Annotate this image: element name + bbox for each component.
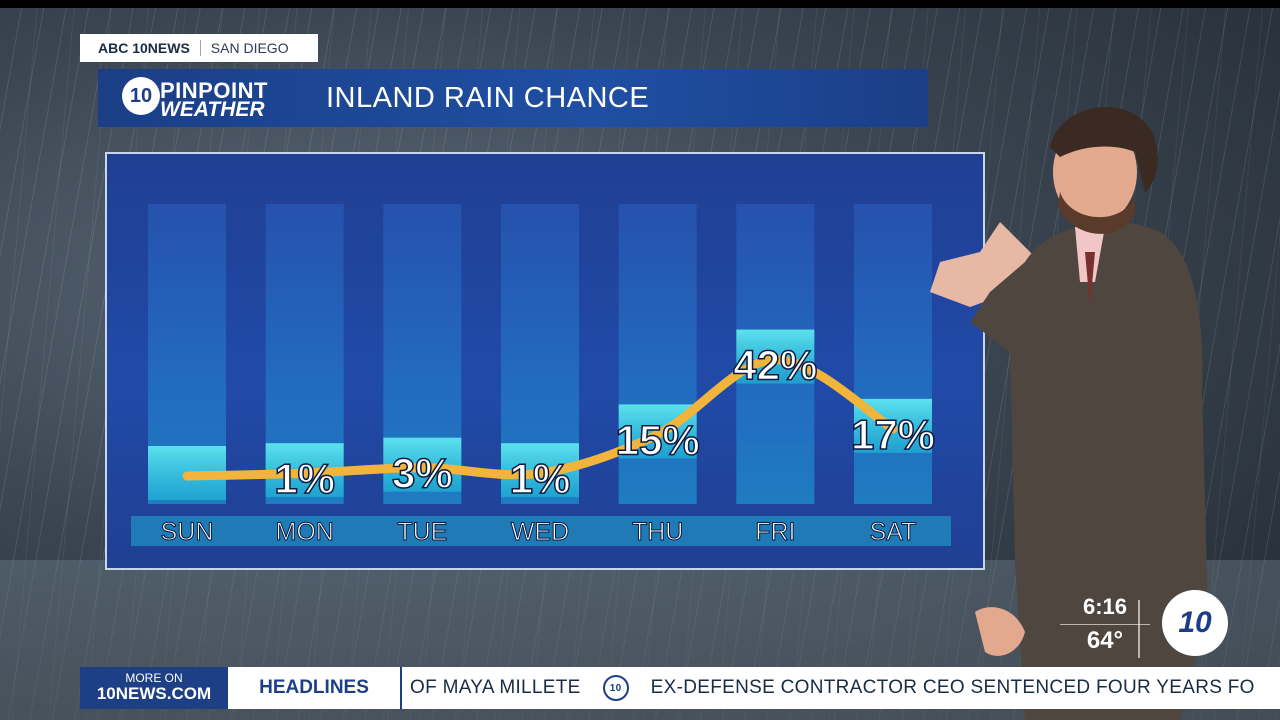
clock-time: 6:16 bbox=[1082, 594, 1128, 619]
rain-chance-chart: SUN MON TUE WED THU FRI SAT 1% 3% 1% 15% 42% 17% bbox=[105, 152, 985, 570]
value-label: 15% bbox=[616, 416, 700, 463]
day-label: SAT bbox=[870, 518, 917, 546]
more-on-label: MORE ON bbox=[125, 671, 183, 686]
pinpoint-weather-logo: 10 PINPOINT WEATHER bbox=[98, 69, 288, 127]
abc-10-logo-icon: 10 bbox=[602, 675, 629, 701]
more-on-link[interactable]: MORE ON 10NEWS.COM bbox=[80, 667, 228, 709]
abc-10-logo-icon: 10 bbox=[122, 77, 160, 115]
logo-line-weather: WEATHER bbox=[160, 98, 265, 121]
current-temp: 64° bbox=[1060, 624, 1150, 655]
day-label: THU bbox=[632, 518, 683, 546]
ticker-crawl: OF MAYA MILLETE 10 EX-DEFENSE CONTRACTOR… bbox=[402, 667, 1280, 709]
value-label: 17% bbox=[851, 411, 935, 458]
website-label: 10NEWS.COM bbox=[96, 684, 212, 704]
day-label: TUE bbox=[397, 518, 447, 546]
news-ticker: MORE ON 10NEWS.COM HEADLINES OF MAYA MIL… bbox=[80, 667, 1280, 709]
station-tag: ABC 10NEWS SAN DIEGO bbox=[80, 34, 318, 62]
title-bar: 10 PINPOINT WEATHER INLAND RAIN CHANCE bbox=[98, 69, 928, 127]
day-label: FRI bbox=[755, 518, 795, 546]
station-city: SAN DIEGO bbox=[210, 40, 289, 56]
abc-10-corner-logo-icon: 10 bbox=[1162, 590, 1228, 656]
value-label: 1% bbox=[510, 455, 571, 502]
headlines-label: HEADLINES bbox=[228, 667, 402, 709]
top-bar bbox=[0, 0, 1280, 8]
time-temp-box: 6:16 64° bbox=[1060, 594, 1150, 660]
rain-chance-line bbox=[182, 355, 898, 481]
day-column bbox=[854, 204, 932, 504]
page-title: INLAND RAIN CHANCE bbox=[326, 81, 650, 114]
chart-svg: SUN MON TUE WED THU FRI SAT 1% 3% 1% 15% 42% 17% bbox=[131, 204, 951, 547]
logo-line-pinpoint: PINPOINT bbox=[160, 78, 268, 103]
value-label: 42% bbox=[733, 342, 817, 389]
ticker-item: OF MAYA MILLETE bbox=[410, 677, 581, 698]
day-label: MON bbox=[276, 518, 334, 546]
day-label-strip bbox=[131, 516, 951, 546]
day-label: WED bbox=[511, 518, 569, 546]
divider bbox=[1138, 600, 1140, 658]
station-brand: ABC 10NEWS bbox=[80, 40, 201, 56]
value-label: 3% bbox=[392, 450, 453, 497]
ticker-item: EX-DEFENSE CONTRACTOR CEO SENTENCED FOUR… bbox=[650, 677, 1255, 698]
value-label: 1% bbox=[274, 455, 335, 502]
presenter-figure bbox=[930, 106, 1208, 720]
day-label: SUN bbox=[161, 518, 214, 546]
